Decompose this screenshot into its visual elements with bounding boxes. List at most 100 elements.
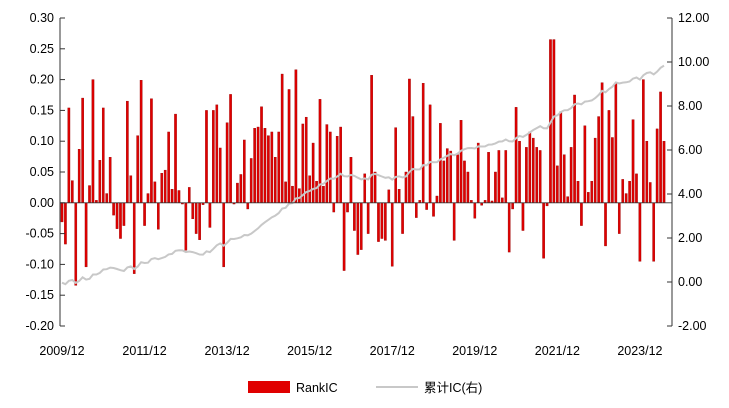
left-tick-label: -0.10: [26, 257, 55, 271]
rankic-bar: [318, 99, 322, 203]
rankic-bar: [476, 142, 480, 204]
rankic-bar: [604, 202, 607, 247]
rankic-bar: [332, 202, 336, 213]
rankic-bar: [108, 157, 112, 204]
rankic-bar: [91, 79, 95, 203]
rankic-bar: [593, 137, 597, 203]
rankic-bar: [373, 171, 377, 203]
rankic-bar: [638, 202, 642, 262]
rankic-bar: [263, 128, 267, 203]
x-tick-label: 2021/12: [535, 344, 580, 358]
rankic-bar: [225, 122, 229, 204]
rankic-bar: [105, 193, 109, 203]
rankic-bar: [569, 147, 573, 203]
rankic-bar: [607, 110, 611, 204]
rankic-bar: [322, 185, 325, 203]
rankic-bar: [497, 150, 501, 204]
cumulative-ic-line: [61, 64, 665, 286]
rankic-bar: [521, 202, 525, 231]
right-tick-label: 2.00: [678, 231, 702, 245]
rankic-bar: [501, 197, 504, 203]
rankic-bar: [559, 111, 563, 204]
rankic-bar: [435, 195, 439, 204]
rankic-bar: [394, 127, 397, 204]
rankic-bar: [432, 202, 435, 217]
rankic-bar: [67, 107, 71, 203]
rankic-bar: [628, 181, 631, 204]
rankic-bar: [298, 188, 301, 204]
rankic-bar: [573, 94, 576, 204]
rankic-bar: [370, 75, 373, 204]
rankic-bar: [187, 187, 191, 203]
rankic-bar: [215, 104, 219, 204]
rankic-bar: [580, 202, 583, 226]
rankic-bar: [64, 202, 67, 245]
rankic-bar: [136, 135, 139, 204]
rankic-bar: [174, 113, 177, 204]
rankic-bar: [659, 91, 662, 203]
rankic-bar: [311, 142, 315, 204]
rankic-bar: [590, 181, 594, 204]
rankic-bar: [150, 98, 153, 203]
rankic-bar: [339, 126, 342, 203]
left-tick-label: 0.30: [30, 11, 54, 25]
rankic-bar: [325, 124, 329, 204]
rankic-bar: [425, 202, 428, 210]
rankic-bar: [349, 157, 353, 204]
rankic-bar: [466, 171, 470, 203]
rankic-bar: [621, 179, 625, 203]
rankic-bar: [60, 202, 64, 223]
rankic-bar: [246, 202, 250, 210]
rankic-bar: [222, 202, 225, 268]
x-tick-label: 2015/12: [287, 344, 332, 358]
rankic-bar: [380, 202, 384, 239]
rankic-bar: [157, 202, 160, 230]
rankic-bar: [218, 147, 222, 203]
rankic-bar: [645, 140, 649, 203]
rankic-bar: [459, 120, 463, 203]
rankic-bar: [662, 140, 666, 203]
left-tick-label: 0.20: [30, 73, 54, 87]
rankic-bar: [284, 181, 287, 204]
rankic-bar: [335, 136, 339, 204]
rankic-bar: [542, 202, 545, 259]
rankic-bar: [256, 126, 260, 203]
legend-label-rankic: RankIC: [296, 381, 338, 395]
rankic-bar: [139, 80, 143, 204]
rankic-bar: [456, 154, 459, 203]
rankic-bar: [277, 131, 281, 204]
rankic-bar: [353, 202, 356, 231]
rankic-bar: [112, 202, 115, 216]
rankic-bar: [329, 131, 332, 204]
rankic-bar: [439, 123, 442, 203]
rankic-bar: [84, 202, 88, 268]
rankic-bar: [531, 137, 535, 203]
rankic-bar: [635, 173, 638, 204]
rankic-bar: [101, 107, 105, 203]
rankic-bar: [528, 131, 532, 204]
rankic-bar: [88, 185, 91, 204]
rankic-bar: [119, 202, 122, 239]
rankic-bars: [60, 39, 666, 286]
left-tick-label: 0.05: [30, 165, 54, 179]
rankic-bar: [655, 128, 659, 204]
rankic-bar: [614, 82, 618, 204]
rankic-bar: [342, 202, 346, 271]
rankic-bar: [387, 189, 391, 203]
rankic-bar: [366, 202, 370, 234]
rankic-bar: [463, 160, 466, 204]
rankic-bar: [507, 202, 511, 253]
rankic-bar: [504, 150, 508, 204]
rankic-bar: [428, 104, 432, 204]
rankic-bar: [287, 89, 291, 204]
left-tick-label: 0.25: [30, 42, 54, 56]
x-tick-label: 2009/12: [39, 344, 84, 358]
rankic-bar: [126, 100, 129, 204]
rankic-bar: [514, 107, 518, 204]
rankic-bar: [160, 173, 164, 203]
right-tick-label: 6.00: [678, 143, 702, 157]
right-tick-label: 0.00: [678, 275, 702, 289]
rankic-bar: [170, 189, 174, 204]
rankic-bar: [115, 202, 119, 229]
rankic-bar: [270, 131, 274, 204]
